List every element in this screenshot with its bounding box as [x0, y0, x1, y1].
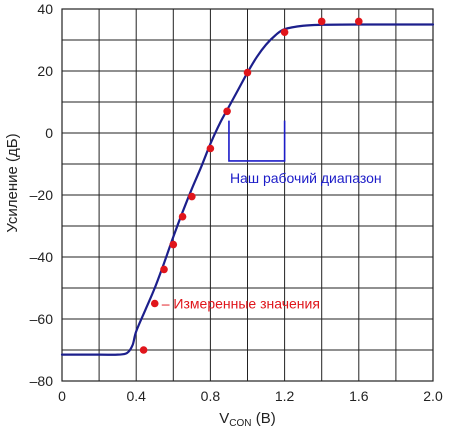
measured-point — [188, 192, 196, 201]
y-tick-label: 20 — [37, 63, 53, 79]
x-tick-label: 0.4 — [126, 388, 146, 404]
measured-point — [160, 265, 168, 274]
y-tick-label: –20 — [30, 187, 54, 203]
y-tick-label: –80 — [30, 373, 54, 389]
measured-point — [139, 346, 148, 354]
y-axis-title: Усиление (дБ) — [4, 133, 21, 232]
y-tick-label: 0 — [45, 125, 53, 141]
grid — [62, 9, 433, 381]
x-axis-title-main: V — [219, 410, 229, 427]
x-tick-label: 1.6 — [349, 388, 369, 404]
operating-range-label: Наш рабочий диапазон — [230, 170, 382, 186]
x-axis-title-subscript: CON — [229, 418, 251, 429]
measured-point — [243, 68, 252, 77]
measured-point — [150, 299, 159, 308]
y-tick-label: –40 — [30, 249, 54, 265]
measured-point — [355, 17, 363, 26]
x-tick-label: 1.2 — [275, 388, 295, 404]
measured-values-label: – Измеренные значения — [162, 296, 320, 312]
measured-point — [280, 28, 289, 37]
x-axis-title-unit: (В) — [252, 410, 276, 427]
x-tick-label: 0.8 — [201, 388, 221, 404]
x-tick-label: 0 — [58, 388, 66, 404]
y-tick-labels: 40 20 0 –20 –40 –60 –80 — [30, 1, 54, 389]
x-axis-title: VCON (В) — [219, 410, 275, 429]
measured-point — [223, 107, 231, 116]
measured-points — [139, 17, 363, 354]
measured-point — [206, 144, 215, 153]
measured-point — [178, 212, 187, 221]
measured-point — [317, 17, 326, 26]
operating-range-bracket-line — [228, 120, 286, 162]
plot-frame — [61, 8, 434, 382]
x-tick-label: 2.0 — [423, 388, 443, 404]
y-tick-label: –60 — [30, 311, 54, 327]
y-tick-label: 40 — [37, 1, 53, 17]
operating-range-bracket — [228, 120, 286, 162]
x-tick-labels: 0 0.4 0.8 1.2 1.6 2.0 — [58, 388, 443, 404]
measured-point — [169, 240, 178, 249]
